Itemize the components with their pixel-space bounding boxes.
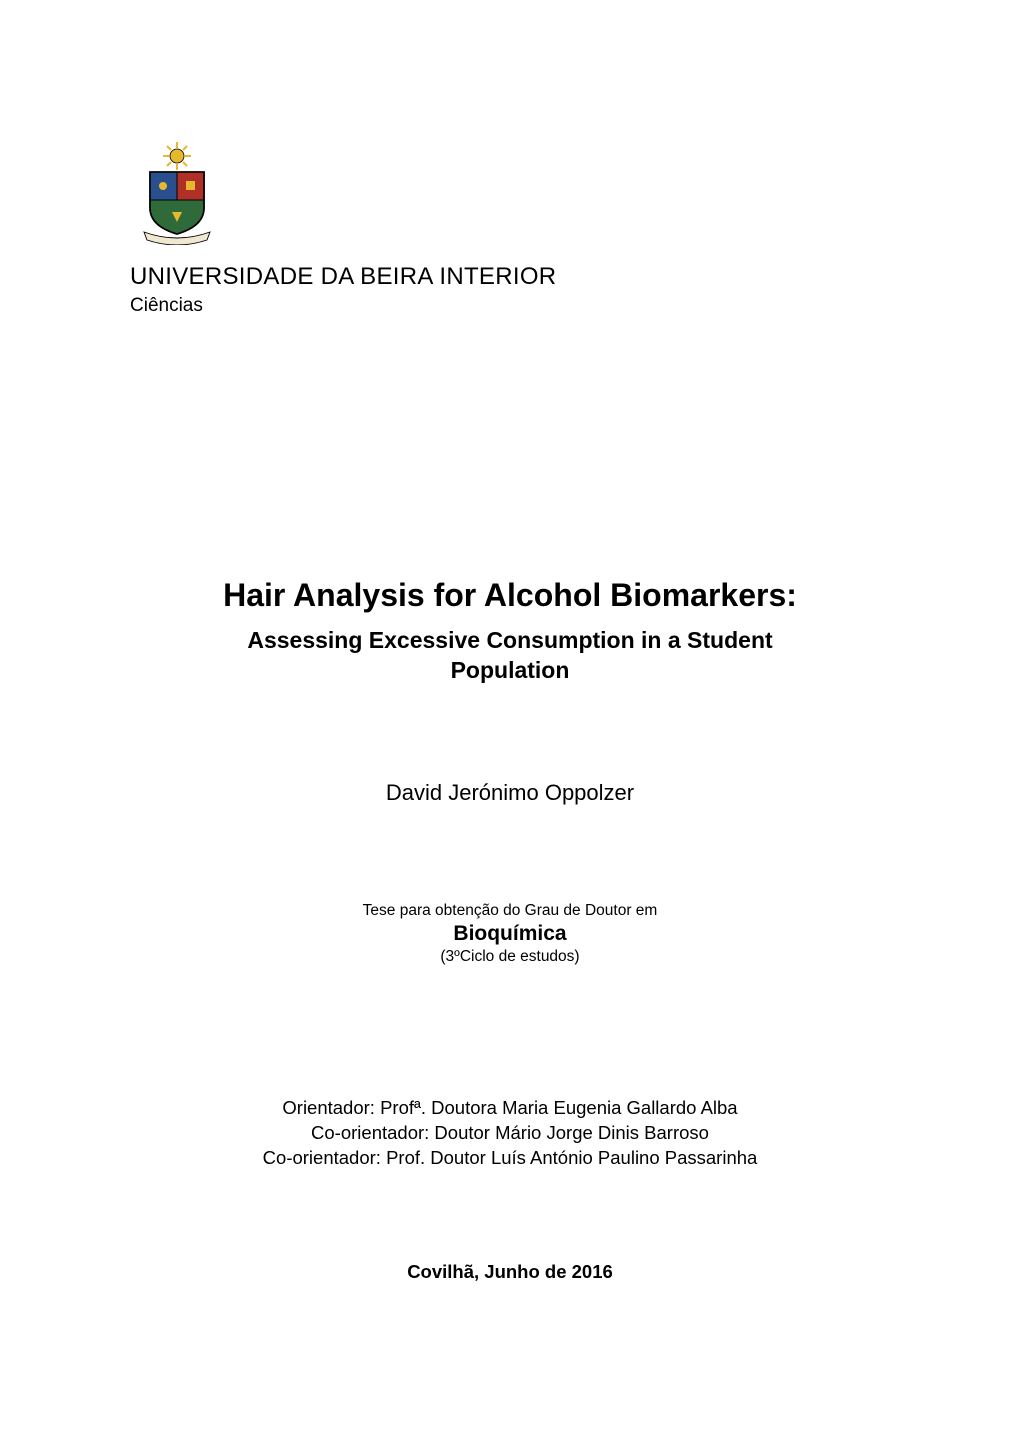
crest-sunburst-icon xyxy=(163,142,191,170)
faculty-name: Ciências xyxy=(130,295,890,317)
institution-name: UNIVERSIDADE DA BEIRA INTERIOR xyxy=(130,263,890,291)
thesis-cover-page: UNIVERSIDADE DA BEIRA INTERIOR Ciências … xyxy=(0,0,1020,1442)
thesis-title: Hair Analysis for Alcohol Biomarkers: xyxy=(130,577,890,614)
place-and-date: Covilhã, Junho de 2016 xyxy=(130,1261,890,1283)
crest-shield-icon xyxy=(150,172,204,234)
thesis-subtitle: Assessing Excessive Consumption in a Stu… xyxy=(190,626,830,686)
co-advisor-line-2: Co-orientador: Prof. Doutor Luís António… xyxy=(130,1146,890,1171)
title-block: Hair Analysis for Alcohol Biomarkers: As… xyxy=(130,577,890,1283)
study-cycle: (3ºCiclo de estudos) xyxy=(130,948,890,966)
co-advisor-line-1: Co-orientador: Doutor Mário Jorge Dinis … xyxy=(130,1121,890,1146)
degree-intro-line: Tese para obtenção do Grau de Doutor em xyxy=(130,902,890,920)
university-crest xyxy=(130,140,225,245)
degree-name: Bioquímica xyxy=(130,922,890,946)
advisor-line: Orientador: Profª. Doutora Maria Eugenia… xyxy=(130,1096,890,1121)
author-name: David Jerónimo Oppolzer xyxy=(130,780,890,806)
